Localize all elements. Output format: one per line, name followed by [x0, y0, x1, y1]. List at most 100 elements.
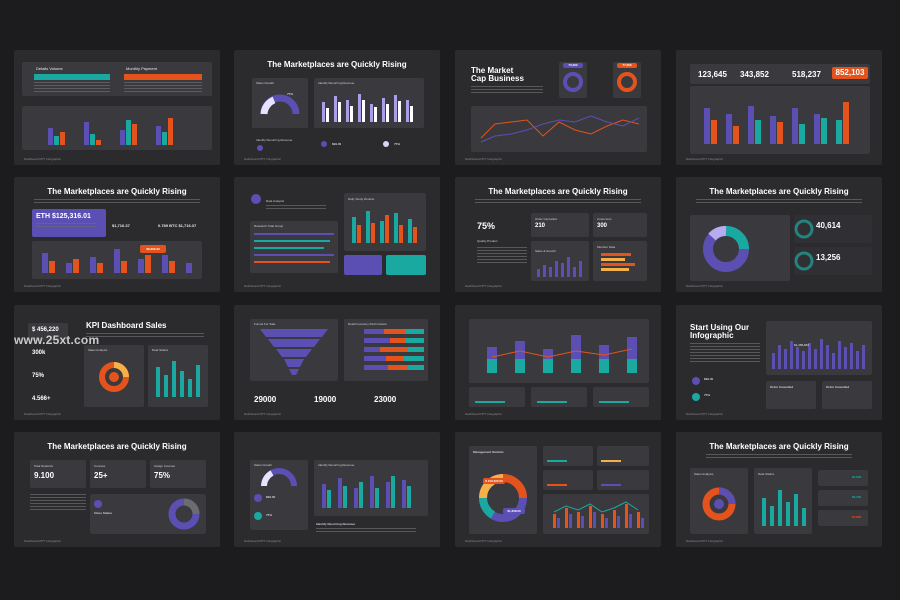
bar-chart — [772, 339, 865, 369]
slide-thumbnail[interactable]: Start Using Our Infographic $99.00 75% $… — [676, 305, 882, 420]
stat-panel — [794, 247, 872, 275]
stat-label: Courses — [94, 464, 106, 468]
panel-label: Identify Recurring Revenue — [318, 463, 355, 467]
slide-title: Start Using Our — [690, 323, 750, 332]
paragraph — [690, 343, 760, 363]
callout-value: $1,450,816 — [794, 343, 810, 347]
value: $99.00 — [704, 377, 714, 381]
panel-label: Daily Study Routine — [348, 197, 375, 201]
slide-footer: Dashboard PPT Infographic — [686, 284, 723, 288]
label: Identify Recurring Revenue — [256, 138, 293, 142]
paragraph — [86, 333, 204, 338]
stats-panel — [690, 64, 870, 84]
slide-thumbnail[interactable]: 123,645 343,852 518,237 852,103 Dashboar… — [676, 50, 882, 165]
value: $1,716.37 — [112, 223, 130, 228]
label: Order Cancelled — [826, 385, 850, 389]
label: Customers — [597, 217, 612, 221]
label: Quality Product — [477, 239, 498, 243]
stat-value: 75% — [32, 373, 45, 379]
slide-thumbnail[interactable]: Sales Growth $99.00 75% Identify Recurri… — [234, 432, 440, 547]
stat-label: Assign Courses — [154, 464, 176, 468]
stat-value: 13,256 — [816, 253, 841, 262]
stat-value: 123,645 — [698, 70, 727, 79]
slide-footer: Dashboard PPT Infographic — [24, 539, 61, 543]
bar-chart — [537, 253, 635, 277]
label: Order Cancelled — [535, 217, 557, 221]
callout-badge: $ 100,520.00 — [483, 478, 505, 484]
highlight-stat: 852,103 — [832, 67, 868, 79]
stat-value: 300k — [32, 350, 46, 356]
slide-thumbnail[interactable]: The Marketplaces are Quickly Rising 40,6… — [676, 177, 882, 292]
panel-label: Data Statics — [152, 348, 169, 352]
stat-value: $ 456,220 — [32, 327, 59, 333]
bar-chart — [704, 102, 849, 144]
slide-title: Cap Business — [471, 74, 524, 83]
slide-title: The Marketplaces are Quickly Rising — [709, 442, 849, 451]
stat-value: 343,852 — [740, 70, 769, 79]
stat-value: 9.100 — [34, 471, 55, 480]
slide-footer: Dashboard PPT Infographic — [465, 157, 502, 161]
slide-title: The Marketplaces are Quickly Rising — [267, 60, 407, 69]
slide-footer: Dashboard PPT Infographic — [244, 412, 281, 416]
paragraph — [30, 494, 86, 512]
panel-label: Retail Inventory Performance — [348, 322, 387, 326]
value: $6,200 — [852, 495, 862, 499]
slide-thumbnail[interactable]: The Marketplaces are Quickly Rising ETH … — [14, 177, 220, 292]
slide-footer: Dashboard PPT Infographic — [686, 412, 723, 416]
bars — [48, 118, 173, 145]
slide-footer: Dashboard PPT Infographic — [465, 284, 502, 288]
stat-value: 300 — [597, 223, 608, 229]
gauge-chart — [260, 94, 300, 115]
paragraph — [36, 223, 96, 229]
slide-thumbnail[interactable]: The Marketplaces are Quickly Rising Sale… — [676, 432, 882, 547]
stat-panel — [90, 460, 146, 488]
stat-value: 210 — [535, 223, 546, 229]
slide-thumbnail[interactable]: Data Analysis Research Total Group Daily… — [234, 177, 440, 292]
slide-thumbnail[interactable]: The Marketplaces are Quickly Rising Sale… — [234, 50, 440, 165]
combo-chart — [469, 335, 649, 407]
paragraph — [475, 199, 641, 205]
stacked-bar-chart — [364, 329, 424, 370]
stat-value: 29000 — [254, 395, 277, 404]
panel-label: Research Total Group — [254, 224, 284, 228]
value: $2,800 — [852, 475, 862, 479]
paragraph — [706, 454, 852, 460]
slide-thumbnail[interactable]: The Market Cap Business 70,000 77,000 Da… — [455, 50, 661, 165]
paragraph — [266, 205, 326, 211]
slide-thumbnail[interactable]: The Marketplaces are Quickly Rising 75% … — [455, 177, 661, 292]
stat-value: 518,237 — [792, 70, 821, 79]
bar-chart — [322, 476, 411, 508]
panel-label: Sales Analysis — [88, 348, 108, 352]
bar-chart — [48, 118, 173, 145]
stat-panel — [531, 213, 589, 237]
panel-label: Sales Analysis — [694, 472, 714, 476]
paragraph — [477, 247, 527, 265]
paragraph — [316, 528, 416, 533]
chart-panel — [314, 78, 424, 128]
progress-bar — [254, 240, 330, 242]
slide-thumbnail[interactable]: Management Statistic $ 100,520.00 $1,308… — [455, 432, 661, 547]
bar-chart — [257, 94, 413, 151]
slide-thumbnail[interactable]: $ 456,220 300k 75% 4.566+ KPI Dashboard … — [14, 305, 220, 420]
progress-bar — [254, 254, 334, 256]
stat-value: 75% — [477, 221, 496, 231]
stat-value: 19000 — [314, 395, 337, 404]
slide-thumbnail[interactable]: The Marketplaces are Quickly Rising Tota… — [14, 432, 220, 547]
slide-thumbnail[interactable]: Dashboard PPT Infographic — [455, 305, 661, 420]
callout-badge: $1,308.00 — [503, 508, 525, 514]
slide-thumbnail[interactable]: Funnel For Sale Retail Inventory Perform… — [234, 305, 440, 420]
table-header-teal — [34, 74, 110, 80]
slide-title: Infographic — [690, 331, 734, 340]
value: 75% — [266, 513, 273, 517]
stat-value: 75% — [154, 471, 171, 480]
value: 75% — [394, 142, 401, 146]
gauge-chart — [254, 468, 297, 520]
stat-value: 23000 — [374, 395, 397, 404]
icon-shapes — [251, 194, 261, 204]
stat-panel — [822, 381, 872, 409]
label: Data Analysis — [266, 199, 285, 203]
slide-thumbnail[interactable]: Details Volume Monthly Payment Dashboard… — [14, 50, 220, 165]
slide-title: The Marketplaces are Quickly Rising — [47, 187, 187, 196]
chart-panel — [469, 319, 649, 383]
chart-panel — [22, 106, 212, 150]
